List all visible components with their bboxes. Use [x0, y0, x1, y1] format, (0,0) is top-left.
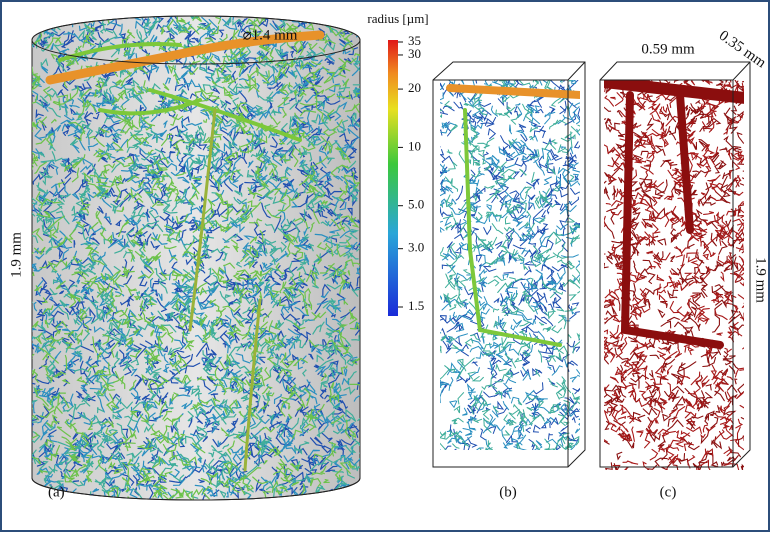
colorbar-title: radius [µm]	[367, 11, 428, 26]
colorbar-tick-label: 5.0	[408, 197, 424, 212]
large-vessel	[45, 30, 325, 85]
cylinder-bottom	[31, 477, 361, 501]
colorbar	[388, 40, 398, 316]
large-vessel	[188, 108, 262, 472]
width-label: 0.59 mm	[641, 41, 695, 57]
large-vessel	[604, 80, 744, 104]
height-label: 1.9 mm	[753, 257, 769, 303]
box	[432, 61, 586, 468]
large-vessel	[620, 91, 724, 349]
panel-label: (c)	[660, 484, 677, 500]
height-label: 1.9 mm	[8, 232, 24, 278]
panel-label: (a)	[48, 484, 65, 500]
vessels	[32, 16, 360, 500]
colorbar-tick-label: 3.0	[408, 240, 424, 255]
box	[599, 61, 751, 468]
large-vessel	[446, 84, 580, 99]
diameter-label: ⌀1.4 mm	[243, 27, 298, 43]
vessel-network	[604, 80, 744, 470]
large-vessel	[463, 108, 562, 347]
colorbar-tick-label: 1.5	[408, 298, 424, 313]
vessels	[440, 80, 580, 450]
colorbar-tick-label: 35	[408, 33, 421, 48]
colorbar-tick-label: 20	[408, 80, 421, 95]
colorbar-tick-label: 10	[408, 138, 421, 153]
cylinder-top	[31, 15, 361, 65]
panel-label: (b)	[499, 484, 517, 500]
vessel-network	[32, 16, 360, 500]
vessel-network	[440, 80, 580, 450]
colorbar-tick-label: 30	[408, 46, 421, 61]
